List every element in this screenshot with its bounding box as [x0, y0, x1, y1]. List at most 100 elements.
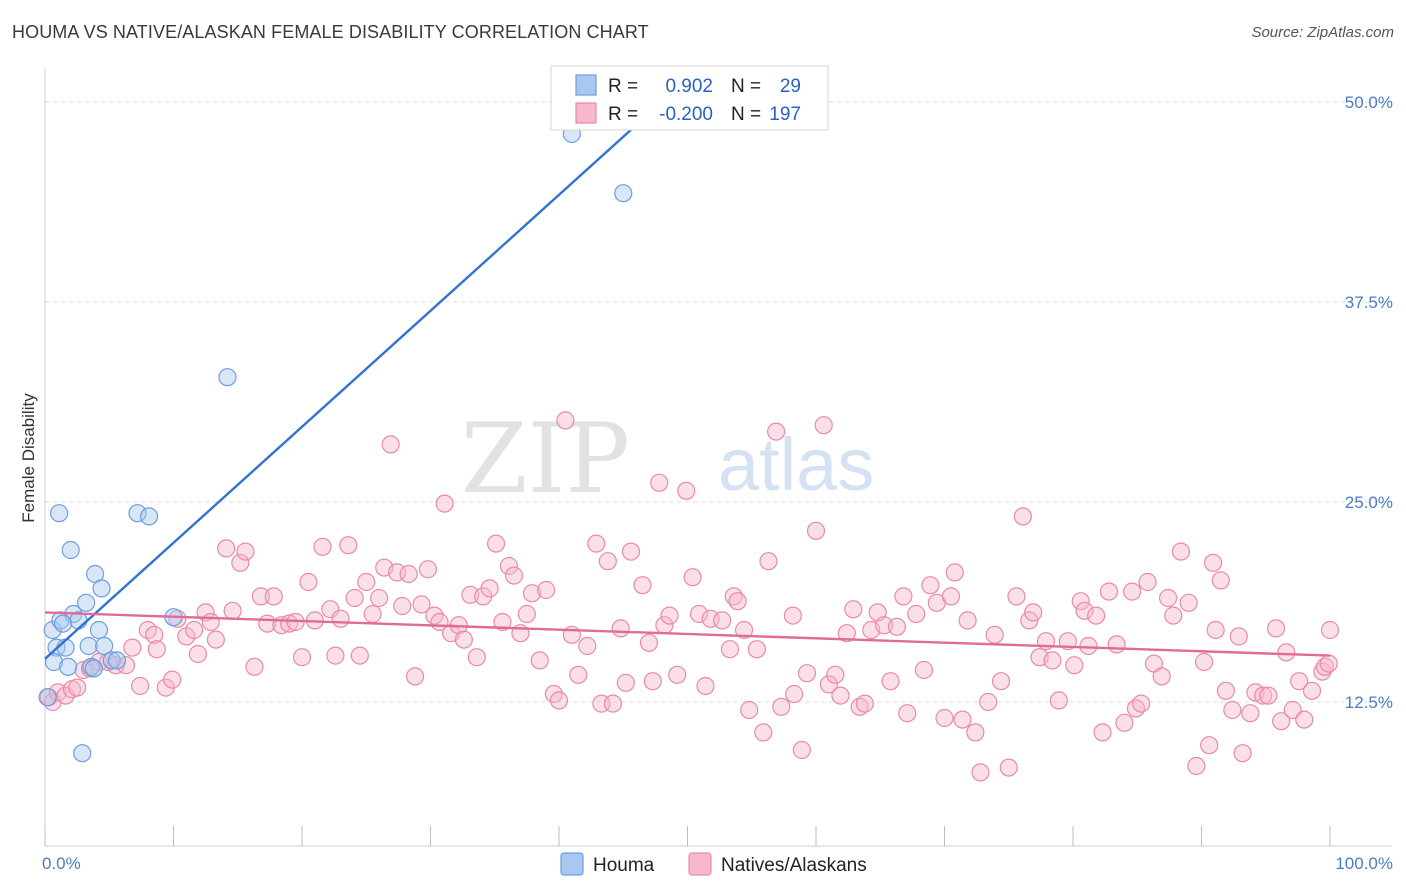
natives-point-161	[1093, 723, 1112, 742]
natives-point-43	[331, 609, 350, 628]
natives-point-81	[569, 665, 588, 684]
natives-point-137	[941, 587, 961, 606]
x-tick-label-1: 100.0%	[1335, 854, 1393, 873]
houma-point-2	[44, 652, 64, 672]
natives-point-88	[616, 673, 635, 692]
series-legend-swatch-natives	[688, 852, 712, 876]
natives-point-163	[1107, 635, 1126, 654]
natives-point-136	[935, 708, 954, 728]
natives-trend-line	[44, 611, 1331, 657]
natives-point-170	[1152, 667, 1171, 686]
natives-point-56	[412, 595, 431, 614]
houma-point-6	[50, 504, 69, 523]
natives-point-118	[819, 675, 838, 694]
natives-point-144	[985, 625, 1004, 644]
houma-point-22	[218, 368, 237, 387]
natives-point-165	[1123, 582, 1142, 601]
natives-point-27	[223, 601, 242, 620]
natives-point-133	[914, 660, 934, 680]
houma-point-19	[128, 504, 147, 523]
natives-point-187	[1254, 686, 1273, 705]
natives-point-103	[720, 640, 740, 659]
natives-point-189	[1266, 619, 1286, 638]
natives-point-140	[958, 611, 977, 630]
natives-point-31	[251, 587, 270, 606]
natives-point-90	[633, 576, 652, 595]
natives-point-55	[405, 667, 425, 686]
natives-point-15	[145, 625, 164, 644]
natives-point-190	[1272, 712, 1291, 731]
natives-point-167	[1132, 694, 1151, 713]
legend-r-value-1: 0.902	[665, 76, 713, 97]
y-tick-labels: 12.5% 25.0% 37.5% 50.0%	[1345, 93, 1393, 712]
natives-point-132	[907, 604, 926, 624]
axes	[44, 68, 1392, 847]
houma-point-17	[102, 651, 121, 670]
natives-point-65	[467, 648, 486, 667]
legend-swatch-natives	[575, 102, 597, 124]
natives-point-195	[1302, 681, 1322, 700]
natives-point-176	[1194, 652, 1214, 672]
natives-point-98	[683, 568, 702, 587]
natives-point-157	[1071, 592, 1090, 611]
natives-point-45	[345, 588, 364, 608]
natives-point-16	[147, 640, 166, 659]
natives-point-91	[639, 633, 659, 652]
source-label: Source: ZipAtlas.com	[1251, 24, 1394, 41]
natives-point-185	[1241, 704, 1260, 723]
y-tick-label-0: 12.5%	[1345, 693, 1393, 712]
natives-point-70	[499, 556, 518, 576]
natives-point-160	[1087, 606, 1106, 625]
series-legend-houma: Houma	[593, 855, 655, 876]
natives-point-147	[1007, 587, 1026, 606]
natives-point-124	[855, 694, 874, 713]
houma-point-20	[139, 507, 159, 526]
natives-point-198	[1319, 654, 1338, 673]
legend-r-label-1: R =	[608, 76, 638, 97]
natives-point-119	[826, 665, 845, 684]
houma-point-15	[92, 579, 111, 598]
natives-point-121	[837, 624, 856, 643]
series-legend-natives: Natives/Alaskans	[721, 855, 867, 876]
houma-point-26	[53, 614, 73, 633]
natives-point-24	[201, 612, 220, 632]
houma-point-11	[79, 636, 98, 656]
natives-point-52	[387, 563, 407, 582]
houma-point-5	[59, 657, 78, 676]
natives-point-99	[689, 604, 709, 624]
series-legend: Houma Natives/Alaskans	[560, 852, 867, 876]
natives-point-95	[660, 606, 679, 625]
natives-point-110	[759, 552, 778, 571]
natives-point-68	[486, 534, 506, 553]
natives-point-76	[537, 580, 556, 600]
natives-point-18	[163, 670, 182, 689]
natives-point-116	[806, 521, 826, 540]
natives-point-83	[587, 534, 606, 553]
natives-point-28	[231, 553, 250, 572]
natives-point-93	[650, 473, 669, 492]
natives-point-40	[313, 537, 332, 556]
gridlines	[45, 101, 1392, 703]
houma-point-7	[61, 540, 80, 560]
legend-r-value-2: -0.200	[659, 104, 713, 125]
natives-point-97	[677, 481, 696, 500]
legend-n-label-2: N =	[731, 104, 761, 125]
natives-point-150	[1024, 603, 1043, 622]
natives-point-78	[549, 691, 569, 710]
natives-point-107	[740, 700, 759, 720]
natives-point-87	[611, 619, 630, 638]
natives-point-172	[1164, 606, 1183, 625]
natives-point-85	[598, 552, 617, 571]
watermark-atlas: atlas	[718, 423, 874, 506]
natives-point-96	[668, 665, 687, 684]
natives-point-122	[844, 600, 863, 619]
natives-point-74	[522, 584, 542, 603]
houma-point-25	[84, 659, 103, 678]
natives-point-82	[578, 636, 597, 656]
natives-point-25	[206, 630, 226, 649]
natives-point-130	[894, 587, 913, 606]
natives-point-112	[772, 697, 791, 716]
natives-point-164	[1115, 713, 1134, 732]
natives-point-22	[188, 644, 208, 664]
natives-point-180	[1211, 571, 1230, 590]
